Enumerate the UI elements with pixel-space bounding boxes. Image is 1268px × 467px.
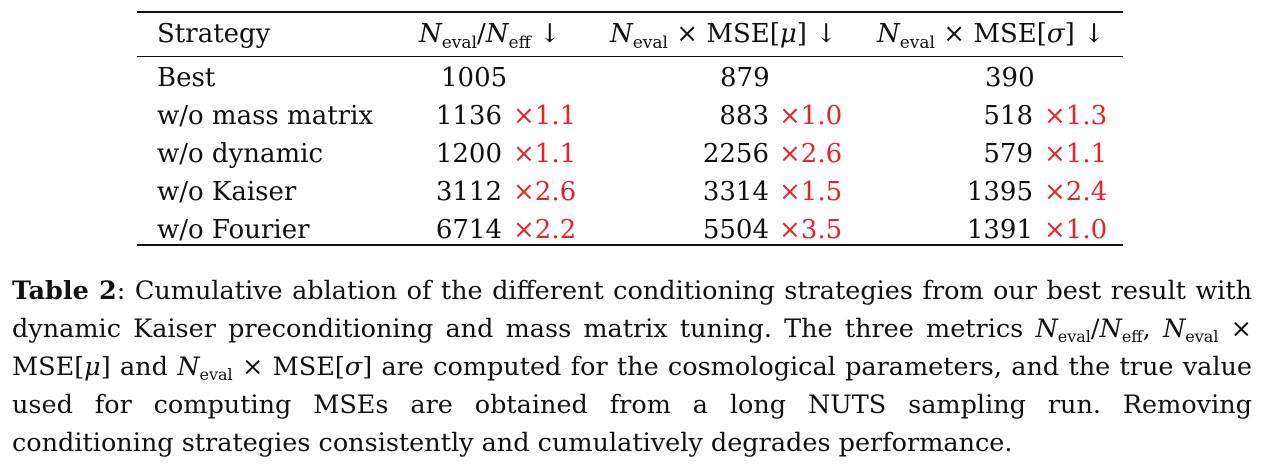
metric2-cell: 2256: [702, 139, 769, 169]
table-row: w/o Fourier 6714 ×2.2 5504 ×3.5 1391 ×1.…: [137, 211, 1123, 249]
top-rule: [137, 11, 1123, 13]
metric2-ratio: ×1.5: [779, 177, 843, 207]
metric3-cell: 390: [985, 63, 1035, 93]
metric3-ratio: ×1.1: [1044, 139, 1108, 169]
caption-text-2: ,: [1142, 314, 1163, 344]
header-neval-over-neff: Neval/Neff ↓: [419, 19, 561, 53]
header-strategy: Strategy: [157, 19, 271, 49]
metric1-ratio: ×2.6: [513, 177, 577, 207]
strategy-cell: w/o mass matrix: [157, 101, 374, 131]
caption-colon: :: [116, 276, 126, 306]
table-row: w/o dynamic 1200 ×1.1 2256 ×2.6 579 ×1.1: [137, 135, 1123, 173]
metric3-cell: 1391: [966, 215, 1033, 245]
metric3-cell: 518: [983, 101, 1033, 131]
metric2-cell: 879: [720, 63, 770, 93]
table-row: Best 1005 879 390: [137, 59, 1123, 97]
strategy-cell: w/o dynamic: [157, 139, 324, 169]
strategy-cell: w/o Kaiser: [157, 177, 297, 207]
bottom-rule: [137, 244, 1123, 246]
metric3-cell: 579: [983, 139, 1033, 169]
header-neval-mse-mu: Neval × MSE[μ] ↓: [610, 19, 838, 53]
caption-text-3: and: [110, 352, 178, 382]
table-caption: Table 2: Cumulative ablation of the diff…: [12, 272, 1252, 462]
metric1-cell: 1136: [435, 101, 502, 131]
metric2-ratio: ×1.0: [779, 101, 843, 131]
caption-math-sigma: Neval × MSE[σ]: [177, 352, 373, 384]
metric2-cell: 3314: [702, 177, 769, 207]
metric1-cell: 1200: [435, 139, 502, 169]
metric2-ratio: ×3.5: [779, 215, 843, 245]
metric1-ratio: ×1.1: [513, 139, 577, 169]
table-header-row: Strategy Neval/Neff ↓ Neval × MSE[μ] ↓ N…: [137, 15, 1123, 53]
caption-math-mu: Neval × MSE[μ]: [12, 314, 1252, 382]
strategy-cell: w/o Fourier: [157, 215, 310, 245]
metric1-cell: 6714: [435, 215, 502, 245]
caption-label: Table 2: [12, 276, 117, 306]
metric1-ratio: ×2.2: [513, 215, 577, 245]
caption-text-1: Cumulative ablation of the different con…: [12, 276, 1253, 344]
metric2-cell: 5504: [702, 215, 769, 245]
metric3-cell: 1395: [966, 177, 1033, 207]
metric3-ratio: ×2.4: [1044, 177, 1108, 207]
metric3-ratio: ×1.3: [1044, 101, 1108, 131]
table-row: w/o mass matrix 1136 ×1.1 883 ×1.0 518 ×…: [137, 97, 1123, 135]
metric1-ratio: ×1.1: [513, 101, 577, 131]
header-rule: [137, 56, 1123, 57]
metric1-cell: 3112: [435, 177, 502, 207]
metric2-cell: 883: [719, 101, 769, 131]
metric2-ratio: ×2.6: [779, 139, 843, 169]
metric1-cell: 1005: [441, 63, 508, 93]
caption-math-ratio: Neval/Neff: [1035, 314, 1143, 346]
strategy-cell: Best: [157, 63, 216, 93]
header-neval-mse-sigma: Neval × MSE[σ] ↓: [877, 19, 1105, 53]
table-row: w/o Kaiser 3112 ×2.6 3314 ×1.5 1395 ×2.4: [137, 173, 1123, 211]
metric3-ratio: ×1.0: [1044, 215, 1108, 245]
caption-text-4: are computed for the cosmological parame…: [12, 352, 1253, 458]
